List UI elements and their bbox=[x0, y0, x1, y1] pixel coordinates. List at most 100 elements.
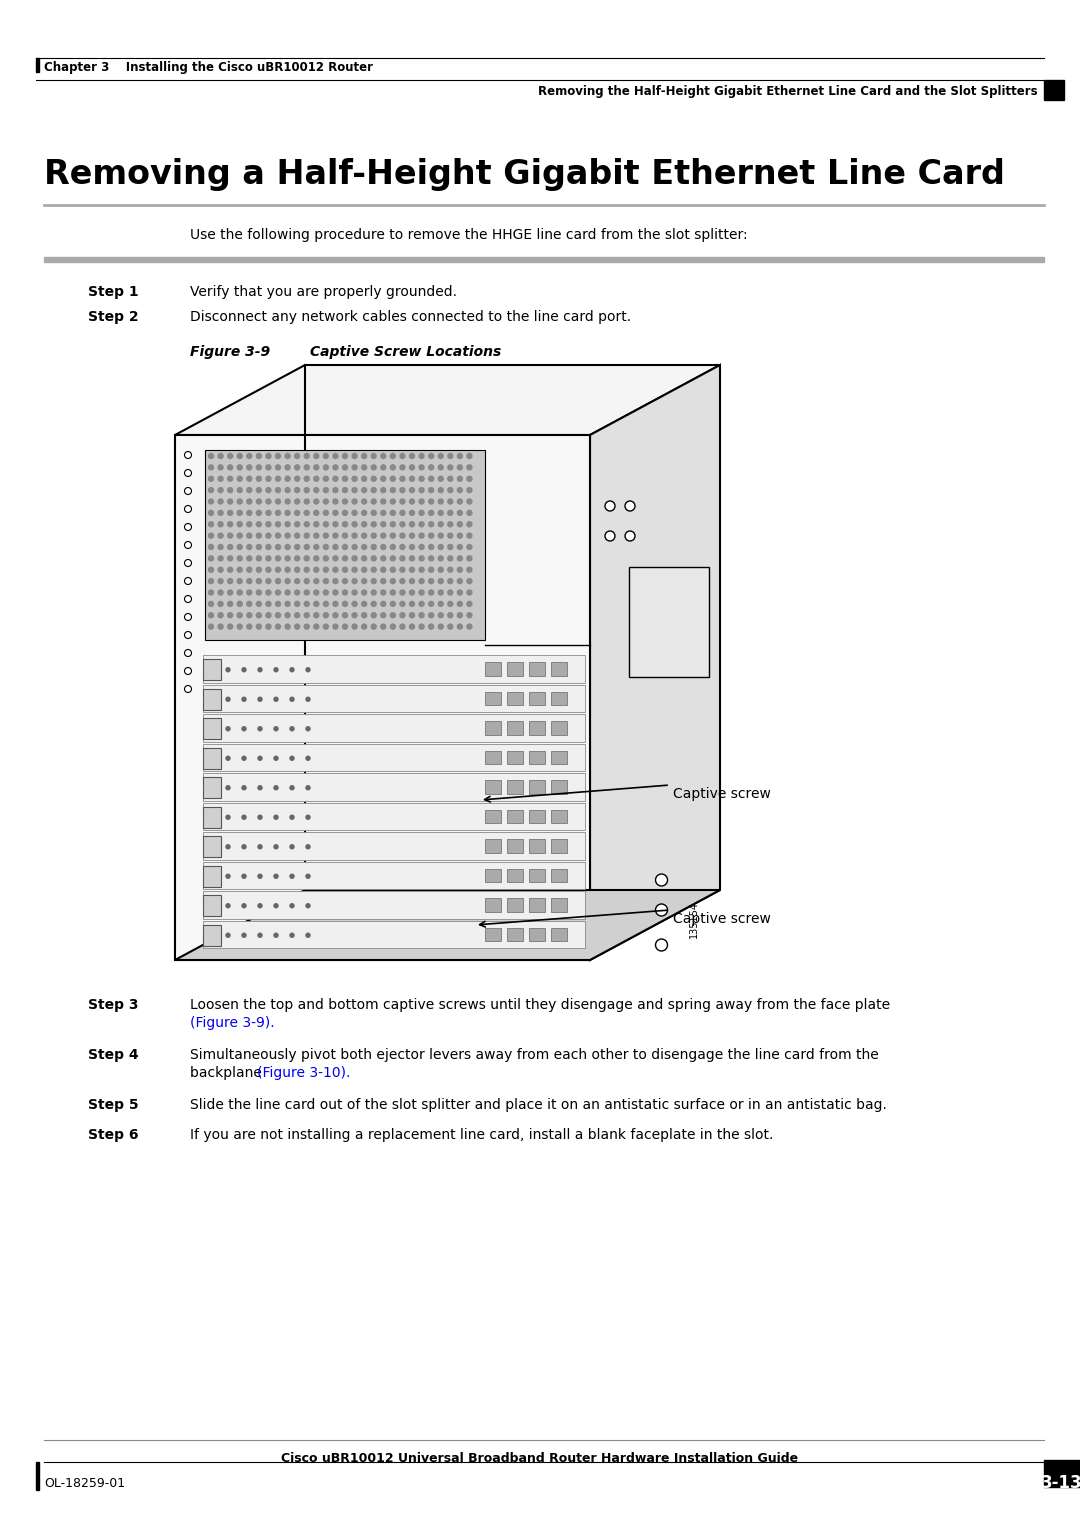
Circle shape bbox=[242, 786, 246, 789]
Circle shape bbox=[342, 612, 348, 618]
Polygon shape bbox=[175, 365, 720, 435]
Bar bbox=[203, 744, 585, 771]
Bar bbox=[203, 773, 585, 800]
Circle shape bbox=[419, 589, 424, 596]
Circle shape bbox=[238, 510, 242, 516]
Circle shape bbox=[228, 454, 232, 458]
Circle shape bbox=[438, 533, 443, 538]
Circle shape bbox=[295, 602, 299, 606]
Circle shape bbox=[218, 567, 224, 573]
Circle shape bbox=[429, 487, 434, 493]
Circle shape bbox=[323, 487, 328, 493]
Circle shape bbox=[372, 499, 376, 504]
Circle shape bbox=[285, 510, 291, 516]
Circle shape bbox=[285, 499, 291, 504]
Circle shape bbox=[314, 454, 319, 458]
Circle shape bbox=[400, 499, 405, 504]
Circle shape bbox=[305, 589, 309, 596]
Circle shape bbox=[258, 756, 262, 760]
Circle shape bbox=[305, 625, 309, 629]
Circle shape bbox=[258, 698, 262, 701]
Circle shape bbox=[228, 579, 232, 583]
Circle shape bbox=[457, 589, 462, 596]
Bar bbox=[551, 780, 567, 794]
Circle shape bbox=[342, 556, 348, 560]
Text: Verify that you are properly grounded.: Verify that you are properly grounded. bbox=[190, 286, 457, 299]
Circle shape bbox=[352, 454, 357, 458]
Circle shape bbox=[226, 727, 230, 731]
Circle shape bbox=[305, 476, 309, 481]
Circle shape bbox=[274, 933, 278, 938]
Circle shape bbox=[256, 464, 261, 470]
Circle shape bbox=[228, 545, 232, 550]
Circle shape bbox=[372, 612, 376, 618]
Circle shape bbox=[295, 454, 299, 458]
Bar bbox=[485, 928, 501, 941]
Circle shape bbox=[429, 556, 434, 560]
Circle shape bbox=[438, 522, 443, 527]
Circle shape bbox=[291, 815, 294, 820]
Circle shape bbox=[362, 464, 366, 470]
Bar bbox=[203, 803, 585, 831]
Circle shape bbox=[372, 545, 376, 550]
Circle shape bbox=[228, 464, 232, 470]
Circle shape bbox=[333, 579, 338, 583]
Bar bbox=[529, 721, 545, 734]
Circle shape bbox=[238, 522, 242, 527]
Circle shape bbox=[208, 545, 214, 550]
Circle shape bbox=[467, 510, 472, 516]
Circle shape bbox=[381, 522, 386, 527]
Circle shape bbox=[390, 454, 395, 458]
Circle shape bbox=[228, 522, 232, 527]
Circle shape bbox=[390, 464, 395, 470]
Circle shape bbox=[390, 567, 395, 573]
Circle shape bbox=[448, 545, 453, 550]
Bar bbox=[203, 837, 221, 857]
Circle shape bbox=[400, 612, 405, 618]
Circle shape bbox=[185, 542, 191, 548]
Circle shape bbox=[218, 556, 224, 560]
Circle shape bbox=[291, 698, 294, 701]
Circle shape bbox=[242, 756, 246, 760]
Circle shape bbox=[390, 487, 395, 493]
Circle shape bbox=[208, 510, 214, 516]
Circle shape bbox=[448, 522, 453, 527]
Circle shape bbox=[342, 476, 348, 481]
Circle shape bbox=[409, 545, 415, 550]
Circle shape bbox=[228, 510, 232, 516]
Bar bbox=[507, 692, 523, 705]
Circle shape bbox=[419, 579, 424, 583]
Circle shape bbox=[208, 464, 214, 470]
Circle shape bbox=[323, 556, 328, 560]
Circle shape bbox=[228, 612, 232, 618]
Circle shape bbox=[256, 487, 261, 493]
Circle shape bbox=[185, 686, 191, 693]
Circle shape bbox=[285, 522, 291, 527]
Circle shape bbox=[352, 556, 357, 560]
Circle shape bbox=[419, 625, 424, 629]
Circle shape bbox=[419, 545, 424, 550]
Circle shape bbox=[266, 454, 271, 458]
Bar bbox=[205, 450, 485, 640]
Circle shape bbox=[314, 612, 319, 618]
Circle shape bbox=[323, 454, 328, 458]
Circle shape bbox=[275, 533, 281, 538]
Circle shape bbox=[185, 487, 191, 495]
Circle shape bbox=[400, 454, 405, 458]
Circle shape bbox=[409, 556, 415, 560]
Circle shape bbox=[256, 579, 261, 583]
Circle shape bbox=[266, 476, 271, 481]
Circle shape bbox=[400, 579, 405, 583]
Circle shape bbox=[438, 545, 443, 550]
Circle shape bbox=[314, 510, 319, 516]
Circle shape bbox=[285, 464, 291, 470]
Circle shape bbox=[381, 476, 386, 481]
Circle shape bbox=[305, 556, 309, 560]
Circle shape bbox=[247, 589, 252, 596]
Circle shape bbox=[409, 533, 415, 538]
Polygon shape bbox=[590, 365, 720, 960]
Circle shape bbox=[226, 815, 230, 820]
Circle shape bbox=[381, 589, 386, 596]
Bar bbox=[551, 928, 567, 941]
Circle shape bbox=[381, 567, 386, 573]
